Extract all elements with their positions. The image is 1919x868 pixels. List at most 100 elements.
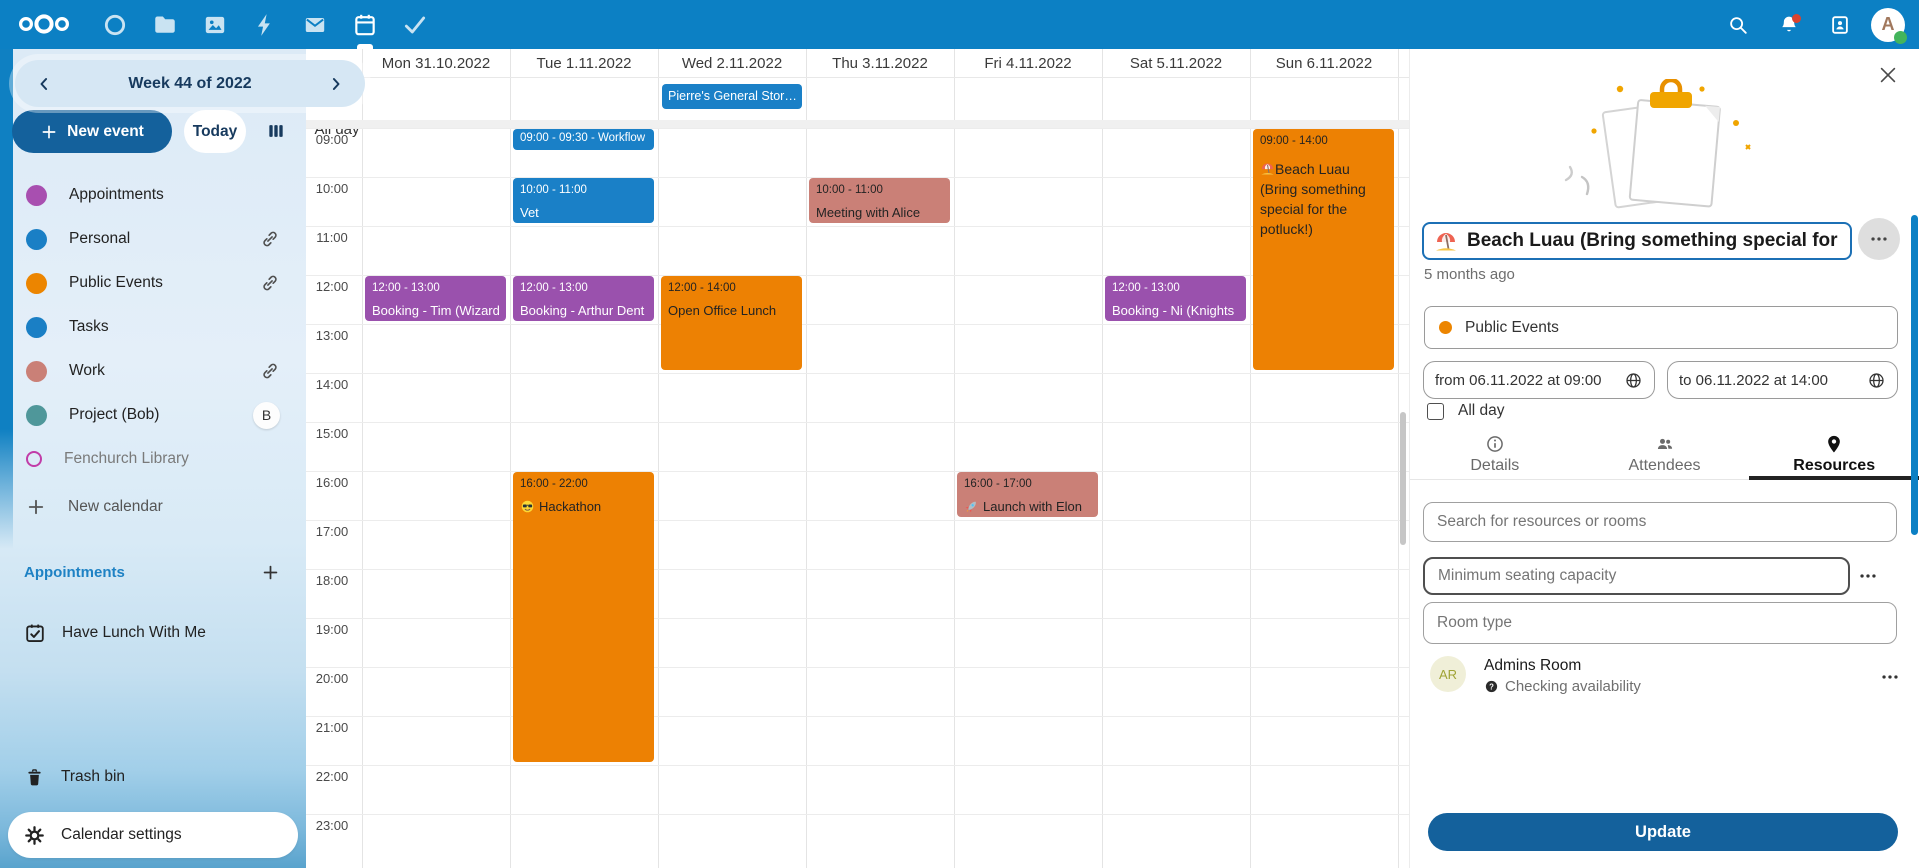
start-datetime-value: from 06.11.2022 at 09:00 [1435, 371, 1602, 389]
appointment-config-item[interactable]: Have Lunch With Me [0, 609, 306, 657]
resource-options-button[interactable] [1879, 666, 1901, 691]
tab-attendees[interactable]: Attendees [1580, 430, 1750, 479]
end-datetime-input[interactable]: to 06.11.2022 at 14:00 [1667, 361, 1898, 399]
calendar-color-dot [26, 360, 47, 382]
today-button[interactable]: Today [184, 110, 246, 153]
search-button[interactable] [1718, 5, 1758, 45]
event-vet[interactable]: 10:00 - 11:00 Vet [513, 178, 654, 223]
time-label: 14:00 [315, 377, 349, 392]
all-day-event[interactable]: Pierre's General Stor… [662, 84, 802, 109]
calendar-color-dot [26, 404, 47, 426]
avatar[interactable]: A [1871, 7, 1907, 44]
update-button[interactable]: Update [1428, 813, 1898, 851]
all-day-checkbox[interactable]: All day [1427, 402, 1505, 420]
calendar-select[interactable]: Public Events [1424, 306, 1898, 349]
notifications-button[interactable] [1769, 5, 1809, 45]
app-mail-button[interactable] [296, 0, 334, 49]
tabs: Details Attendees Resources [1410, 430, 1919, 480]
app-calendar-button[interactable] [346, 0, 384, 49]
day-header[interactable]: Thu 3.11.2022 [832, 55, 928, 72]
event-title: Booking - Ni (Knights [1112, 303, 1235, 318]
folder-icon [152, 12, 178, 38]
day-header[interactable]: Sun 6.11.2022 [1275, 55, 1373, 72]
resource-search-input[interactable] [1423, 502, 1897, 542]
time-label: 15:00 [315, 426, 349, 441]
time-label: 16:00 [315, 475, 349, 490]
calendar-scrollbar[interactable] [1400, 412, 1406, 545]
day-headers: Mon 31.10.2022 Tue 1.11.2022 Wed 2.11.2022… [306, 49, 1410, 78]
start-datetime-input[interactable]: from 06.11.2022 at 09:00 [1423, 361, 1655, 399]
event-booking-arthur-dent[interactable]: 12:00 - 13:00 Booking - Arthur Dent [513, 276, 654, 321]
previous-week-button[interactable] [31, 71, 57, 97]
chevron-left-icon [34, 74, 54, 94]
calendar-item-work[interactable]: Work [0, 349, 306, 393]
event-time: 12:00 - 14:00 [668, 282, 736, 294]
appointments-section-title: Appointments [24, 564, 125, 581]
tab-details[interactable]: Details [1410, 430, 1580, 479]
app-tasks-button[interactable] [396, 0, 434, 49]
day-header[interactable]: Mon 31.10.2022 [381, 55, 491, 72]
all-day-row: Pierre's General Stor… [306, 78, 1410, 120]
timezone-globe-icon[interactable] [1624, 371, 1643, 390]
last-modified-text: 5 months ago [1424, 266, 1515, 283]
calendar-color-dot [26, 184, 47, 206]
tab-resources[interactable]: Resources [1749, 430, 1919, 480]
app-files-button[interactable] [146, 0, 184, 49]
event-time: 12:00 - 13:00 [1112, 282, 1180, 294]
calendar-item-fenchurch-library[interactable]: Fenchurch Library [0, 437, 306, 481]
shared-link-icon [260, 229, 280, 249]
day-header[interactable]: Sat 5.11.2022 [1129, 55, 1223, 72]
new-calendar-label: New calendar [68, 498, 163, 515]
event-meeting-with-alice[interactable]: 10:00 - 11:00 Meeting with Alice [809, 178, 950, 223]
calendar-item-project-bob[interactable]: Project (Bob) B [0, 393, 306, 437]
search-icon [1727, 14, 1749, 36]
calendar-item-public-events[interactable]: Public Events [0, 261, 306, 305]
new-event-button[interactable]: New event [12, 110, 172, 153]
nextcloud-logo[interactable] [16, 9, 72, 39]
contacts-icon [1829, 14, 1851, 36]
calendar-settings-button[interactable]: Calendar settings [8, 812, 298, 858]
close-button[interactable] [1876, 64, 1900, 88]
next-week-button[interactable] [323, 71, 349, 97]
event-time: 10:00 - 11:00 [816, 184, 883, 196]
event-title-input[interactable]: Beach Luau (Bring something special for [1422, 222, 1852, 260]
contacts-button[interactable] [1820, 5, 1860, 45]
event-booking-ni-knights[interactable]: 12:00 - 13:00 Booking - Ni (Knights [1105, 276, 1246, 321]
calendar-color-dot [26, 316, 47, 338]
calendar-icon [352, 12, 378, 38]
capacity-options-button[interactable] [1857, 565, 1879, 590]
event-workflow[interactable]: 09:00 - 09:30 - Workflow [513, 129, 654, 150]
resource-avatar: AR [1430, 656, 1466, 692]
calendar-item-personal[interactable]: Personal [0, 217, 306, 261]
event-time: 16:00 - 17:00 [964, 478, 1032, 490]
seating-capacity-input[interactable] [1423, 557, 1850, 595]
time-label: 12:00 [315, 279, 349, 294]
app-photos-button[interactable] [196, 0, 234, 49]
trash-bin-button[interactable]: Trash bin [0, 753, 296, 801]
calendar-item-appointments[interactable]: Appointments [0, 173, 306, 217]
resource-item[interactable]: AR Admins Room Checking availability [1430, 656, 1901, 696]
event-launch-with-elon[interactable]: 16:00 - 17:00 Launch with Elon [957, 472, 1098, 517]
timezone-globe-icon[interactable] [1867, 371, 1886, 390]
room-type-input[interactable] [1423, 602, 1897, 644]
day-header[interactable]: Tue 1.11.2022 [536, 55, 632, 72]
beach-icon [1260, 161, 1275, 176]
day-header[interactable]: Wed 2.11.2022 [681, 55, 783, 72]
event-hackathon[interactable]: 16:00 - 22:00 Hackathon [513, 472, 654, 762]
view-columns-button[interactable] [260, 117, 292, 147]
app-talk-button[interactable] [96, 0, 134, 49]
calendar-item-tasks[interactable]: Tasks [0, 305, 306, 349]
event-open-office-lunch[interactable]: 12:00 - 14:00 Open Office Lunch [661, 276, 802, 370]
event-beach-luau-bring-something-special-for-the-potluck[interactable]: 09:00 - 14:00 Beach Luau (Bring something… [1253, 129, 1394, 370]
new-calendar-button[interactable]: New calendar [0, 485, 306, 529]
add-appointment-config-button[interactable] [261, 563, 280, 582]
event-title: Booking - Arthur Dent [520, 303, 645, 318]
time-label: 21:00 [315, 720, 349, 735]
event-actions-button[interactable] [1858, 218, 1900, 260]
clipboard-illustration [1564, 79, 1751, 209]
day-header[interactable]: Fri 4.11.2022 [984, 55, 1072, 72]
time-label: 22:00 [315, 769, 349, 784]
panel-scrollbar[interactable] [1911, 215, 1918, 535]
app-activity-button[interactable] [246, 0, 284, 49]
event-booking-tim-wizard[interactable]: 12:00 - 13:00 Booking - Tim (Wizard) [365, 276, 506, 321]
